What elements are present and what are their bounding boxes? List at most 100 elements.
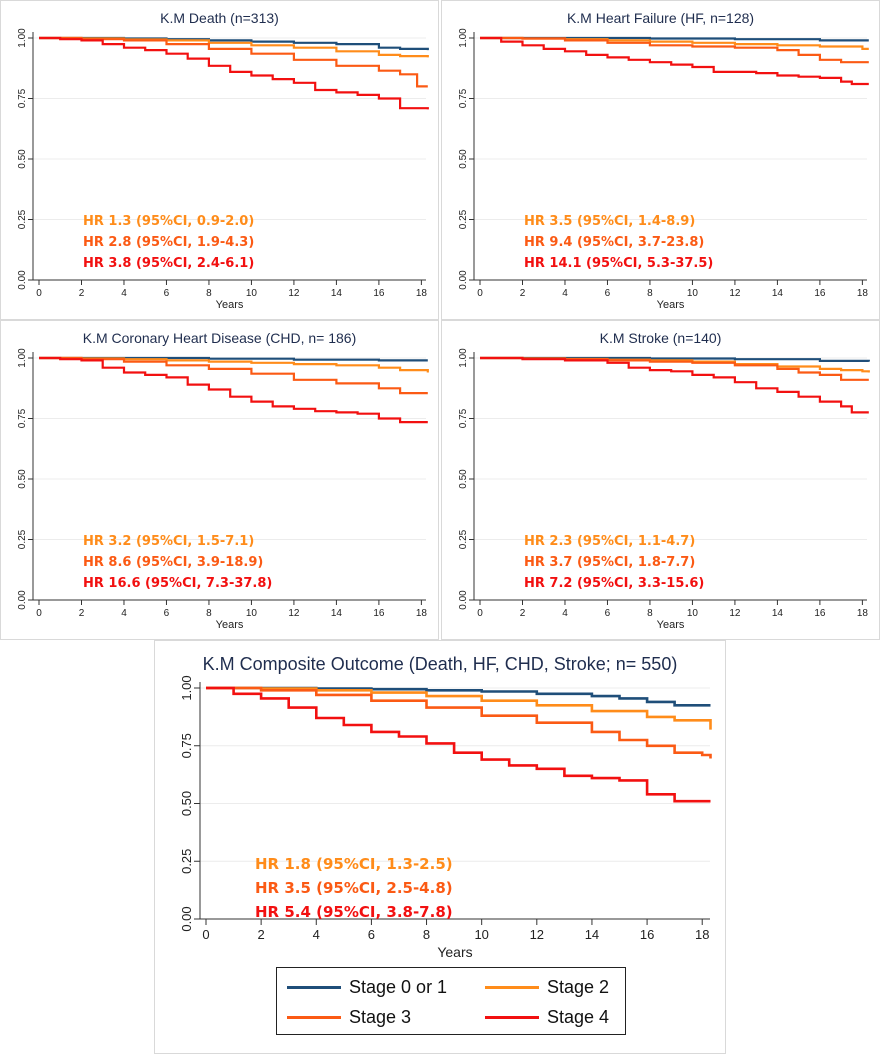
- hr-annotation-stage-3: HR 8.6 (95%CI, 3.9-18.9): [83, 555, 263, 570]
- x-tick-label: 18: [416, 608, 428, 619]
- hr-annotation-stage-4: HR 5.4 (95%CI, 3.8-7.8): [255, 903, 453, 921]
- series-line-stage-3: [39, 356, 428, 395]
- x-tick-label: 16: [814, 288, 826, 299]
- x-tick-label: 0: [36, 288, 42, 299]
- chart-title: K.M Heart Failure (HF, n=128): [567, 10, 754, 26]
- x-tick-label: 6: [368, 927, 375, 942]
- x-tick-label: 18: [857, 288, 869, 299]
- panel-chd: K.M Coronary Heart Disease (CHD, n= 186)…: [0, 320, 439, 640]
- y-tick-label: 1.00: [17, 348, 28, 368]
- hr-annotation-stage-2: HR 1.8 (95%CI, 1.3-2.5): [255, 855, 453, 873]
- y-tick-label: 0.25: [458, 209, 469, 229]
- y-tick-label: 0.50: [179, 791, 194, 816]
- series-line-stage-4: [39, 356, 428, 424]
- x-tick-label: 6: [164, 288, 170, 299]
- y-tick-label: 0.25: [17, 209, 28, 229]
- chart-stroke: K.M Stroke (n=140) 0.00 0.25 0.50 0.75 1.00 0 2…: [458, 330, 870, 631]
- hr-annotation-stage-3: HR 9.4 (95%CI, 3.7-23.8): [524, 235, 704, 250]
- x-axis-label: Years: [437, 944, 472, 960]
- x-axis-label: Years: [657, 299, 685, 311]
- chart-title: K.M Coronary Heart Disease (CHD, n= 186): [83, 330, 357, 346]
- y-tick-label: 0.25: [179, 849, 194, 874]
- series-line-stage-0-or-1: [206, 686, 711, 707]
- x-tick-label: 0: [477, 608, 483, 619]
- x-tick-label: 18: [695, 927, 709, 942]
- legend-item-stage-3: Stage 3: [287, 1004, 411, 1030]
- legend-swatch-stage-3: [287, 1015, 341, 1019]
- x-tick-label: 6: [605, 288, 611, 299]
- x-tick-label: 14: [331, 288, 343, 299]
- y-tick-label: 0.50: [17, 469, 28, 489]
- y-tick-label: 0.25: [458, 529, 469, 549]
- x-tick-label: 8: [206, 288, 212, 299]
- x-tick-label: 12: [288, 288, 300, 299]
- y-tick-label: 0.75: [17, 88, 28, 108]
- legend-label-stage-0-1: Stage 0 or 1: [349, 976, 448, 997]
- legend-label-stage-2: Stage 2: [547, 976, 610, 997]
- x-tick-label: 16: [373, 608, 385, 619]
- x-tick-label: 4: [313, 927, 320, 942]
- x-tick-label: 16: [814, 608, 826, 619]
- y-tick-label: 1.00: [179, 675, 194, 700]
- y-tick-label: 0.75: [458, 88, 469, 108]
- legend-swatch-stage-4: [485, 1015, 539, 1019]
- x-tick-label: 10: [246, 288, 258, 299]
- x-tick-label: 2: [79, 288, 85, 299]
- y-tick-label: 0.00: [458, 270, 469, 290]
- chart-title: K.M Composite Outcome (Death, HF, CHD, S…: [203, 654, 678, 674]
- x-tick-label: 14: [585, 927, 599, 942]
- x-tick-label: 2: [520, 288, 526, 299]
- y-tick-label: 0.50: [17, 149, 28, 169]
- x-tick-label: 0: [36, 608, 42, 619]
- chart-title: K.M Stroke (n=140): [600, 330, 722, 346]
- hr-annotation-stage-2: HR 3.5 (95%CI, 1.4-8.9): [524, 214, 695, 229]
- y-tick-label: 0.50: [458, 149, 469, 169]
- x-tick-label: 8: [647, 608, 653, 619]
- x-axis-label: Years: [216, 619, 244, 631]
- x-tick-label: 8: [647, 288, 653, 299]
- panel-death: K.M Death (n=313) 0.00 0.25 0.50 0.75 1.00 0 2 4…: [0, 0, 439, 320]
- x-tick-label: 10: [687, 608, 699, 619]
- chart-composite: K.M Composite Outcome (Death, HF, CHD, S…: [179, 654, 712, 960]
- x-tick-label: 8: [423, 927, 430, 942]
- x-tick-label: 4: [562, 288, 568, 299]
- x-tick-label: 2: [258, 927, 265, 942]
- legend-label-stage-4: Stage 4: [547, 1006, 610, 1027]
- y-tick-label: 1.00: [458, 28, 469, 48]
- series-line-stage-4: [480, 356, 869, 414]
- y-tick-label: 1.00: [17, 28, 28, 48]
- legend-item-stage-2: Stage 2: [485, 974, 609, 1000]
- hr-annotation-stage-4: HR 7.2 (95%CI, 3.3-15.6): [524, 576, 704, 591]
- x-tick-label: 2: [520, 608, 526, 619]
- y-tick-label: 0.00: [179, 906, 194, 931]
- x-tick-label: 4: [562, 608, 568, 619]
- x-tick-label: 14: [772, 608, 784, 619]
- x-axis-label: Years: [216, 299, 244, 311]
- y-tick-label: 0.75: [179, 733, 194, 758]
- hr-annotation-stage-2: HR 2.3 (95%CI, 1.1-4.7): [524, 534, 695, 549]
- hr-annotation-stage-3: HR 3.5 (95%CI, 2.5-4.8): [255, 879, 453, 897]
- series-line-stage-4: [39, 36, 429, 110]
- x-tick-label: 10: [687, 288, 699, 299]
- x-tick-label: 10: [474, 927, 488, 942]
- x-tick-label: 0: [477, 288, 483, 299]
- x-tick-label: 12: [729, 608, 741, 619]
- series-line-stage-3: [39, 36, 428, 88]
- series-line-stage-4: [206, 686, 711, 803]
- y-tick-label: 0.00: [17, 270, 28, 290]
- x-tick-label: 16: [373, 288, 385, 299]
- legend-label-stage-3: Stage 3: [349, 1006, 412, 1027]
- panel-stroke: K.M Stroke (n=140) 0.00 0.25 0.50 0.75 1.00 0 2…: [441, 320, 880, 640]
- hr-annotation-stage-2: HR 3.2 (95%CI, 1.5-7.1): [83, 534, 254, 549]
- x-tick-label: 12: [729, 288, 741, 299]
- x-tick-label: 6: [605, 608, 611, 619]
- x-tick-label: 12: [288, 608, 300, 619]
- x-tick-label: 4: [121, 608, 127, 619]
- series-line-stage-0-or-1: [480, 36, 869, 42]
- y-tick-label: 0.75: [17, 408, 28, 428]
- x-tick-label: 2: [79, 608, 85, 619]
- y-tick-label: 0.75: [458, 408, 469, 428]
- legend-item-stage-4: Stage 4: [485, 1004, 609, 1030]
- chart-chd: K.M Coronary Heart Disease (CHD, n= 186)…: [17, 330, 429, 631]
- panel-composite: K.M Composite Outcome (Death, HF, CHD, S…: [154, 640, 726, 1054]
